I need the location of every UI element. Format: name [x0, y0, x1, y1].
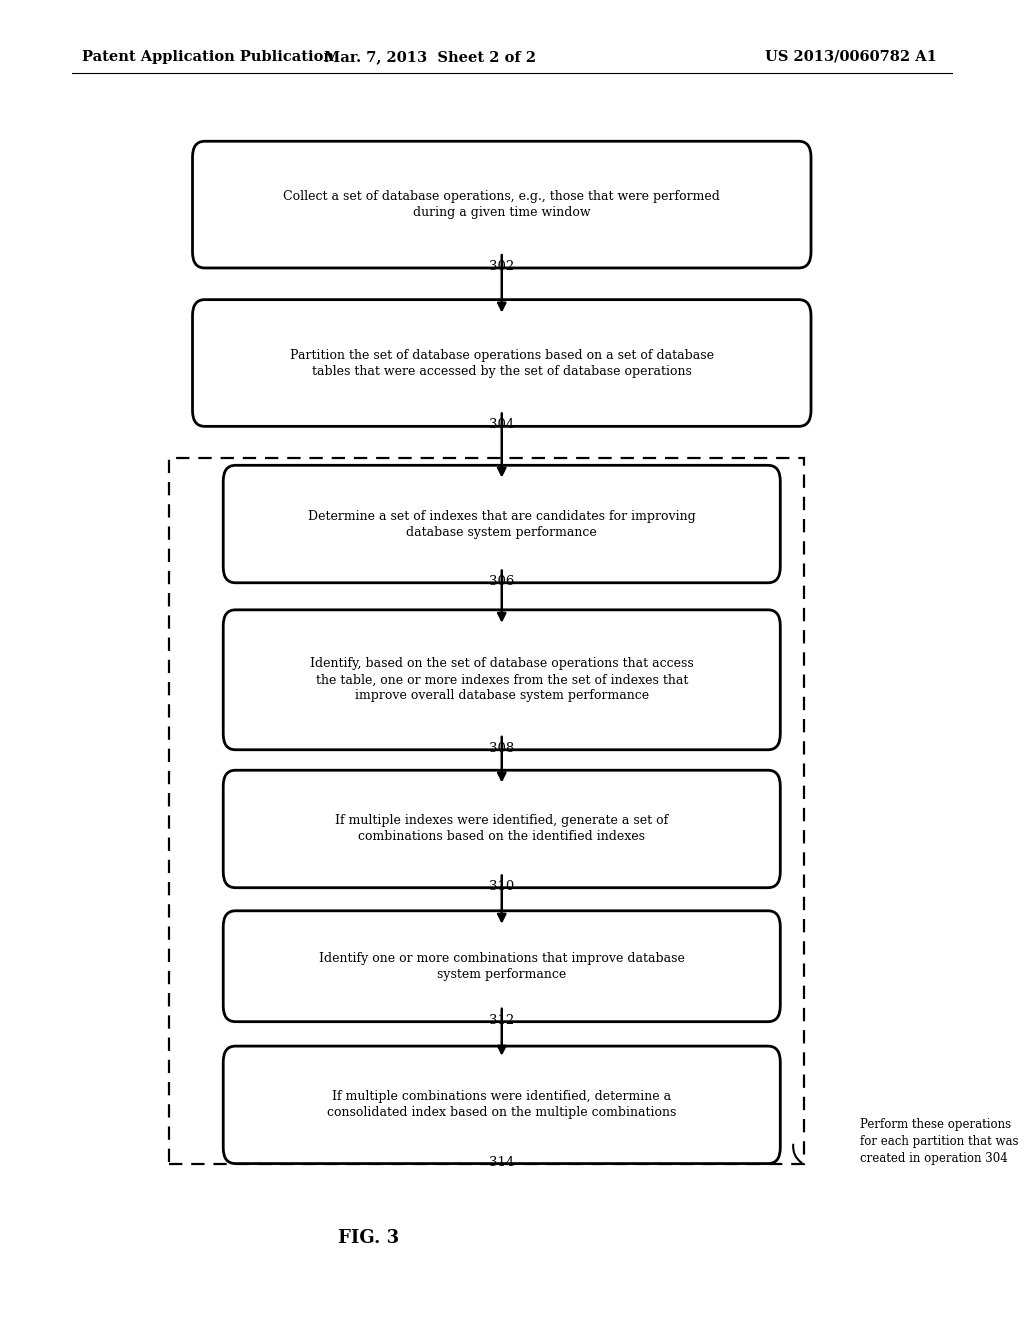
Text: Determine a set of indexes that are candidates for improving
database system per: Determine a set of indexes that are cand…	[308, 510, 695, 539]
Text: 302: 302	[489, 260, 514, 273]
FancyBboxPatch shape	[223, 771, 780, 887]
Text: 314: 314	[489, 1156, 514, 1168]
Text: Partition the set of database operations based on a set of database
tables that : Partition the set of database operations…	[290, 348, 714, 378]
Text: Mar. 7, 2013  Sheet 2 of 2: Mar. 7, 2013 Sheet 2 of 2	[324, 50, 537, 63]
Text: Patent Application Publication: Patent Application Publication	[82, 50, 334, 63]
Text: 306: 306	[489, 576, 514, 587]
Text: Perform these operations
for each partition that was
created in operation 304: Perform these operations for each partit…	[860, 1118, 1019, 1166]
Text: 308: 308	[489, 742, 514, 755]
Text: 312: 312	[489, 1014, 514, 1027]
Text: If multiple combinations were identified, determine a
consolidated index based o: If multiple combinations were identified…	[327, 1090, 677, 1119]
FancyBboxPatch shape	[223, 610, 780, 750]
FancyBboxPatch shape	[193, 300, 811, 426]
Text: 304: 304	[489, 418, 514, 432]
FancyBboxPatch shape	[223, 466, 780, 583]
Text: Collect a set of database operations, e.g., those that were performed
during a g: Collect a set of database operations, e.…	[284, 190, 720, 219]
Text: If multiple indexes were identified, generate a set of
combinations based on the: If multiple indexes were identified, gen…	[335, 814, 669, 843]
Text: Identify, based on the set of database operations that access
the table, one or : Identify, based on the set of database o…	[310, 657, 693, 702]
FancyBboxPatch shape	[223, 1045, 780, 1164]
Text: Identify one or more combinations that improve database
system performance: Identify one or more combinations that i…	[318, 952, 685, 981]
FancyBboxPatch shape	[223, 911, 780, 1022]
Text: 310: 310	[489, 879, 514, 892]
Text: FIG. 3: FIG. 3	[338, 1229, 399, 1247]
Text: US 2013/0060782 A1: US 2013/0060782 A1	[765, 50, 937, 63]
FancyBboxPatch shape	[193, 141, 811, 268]
